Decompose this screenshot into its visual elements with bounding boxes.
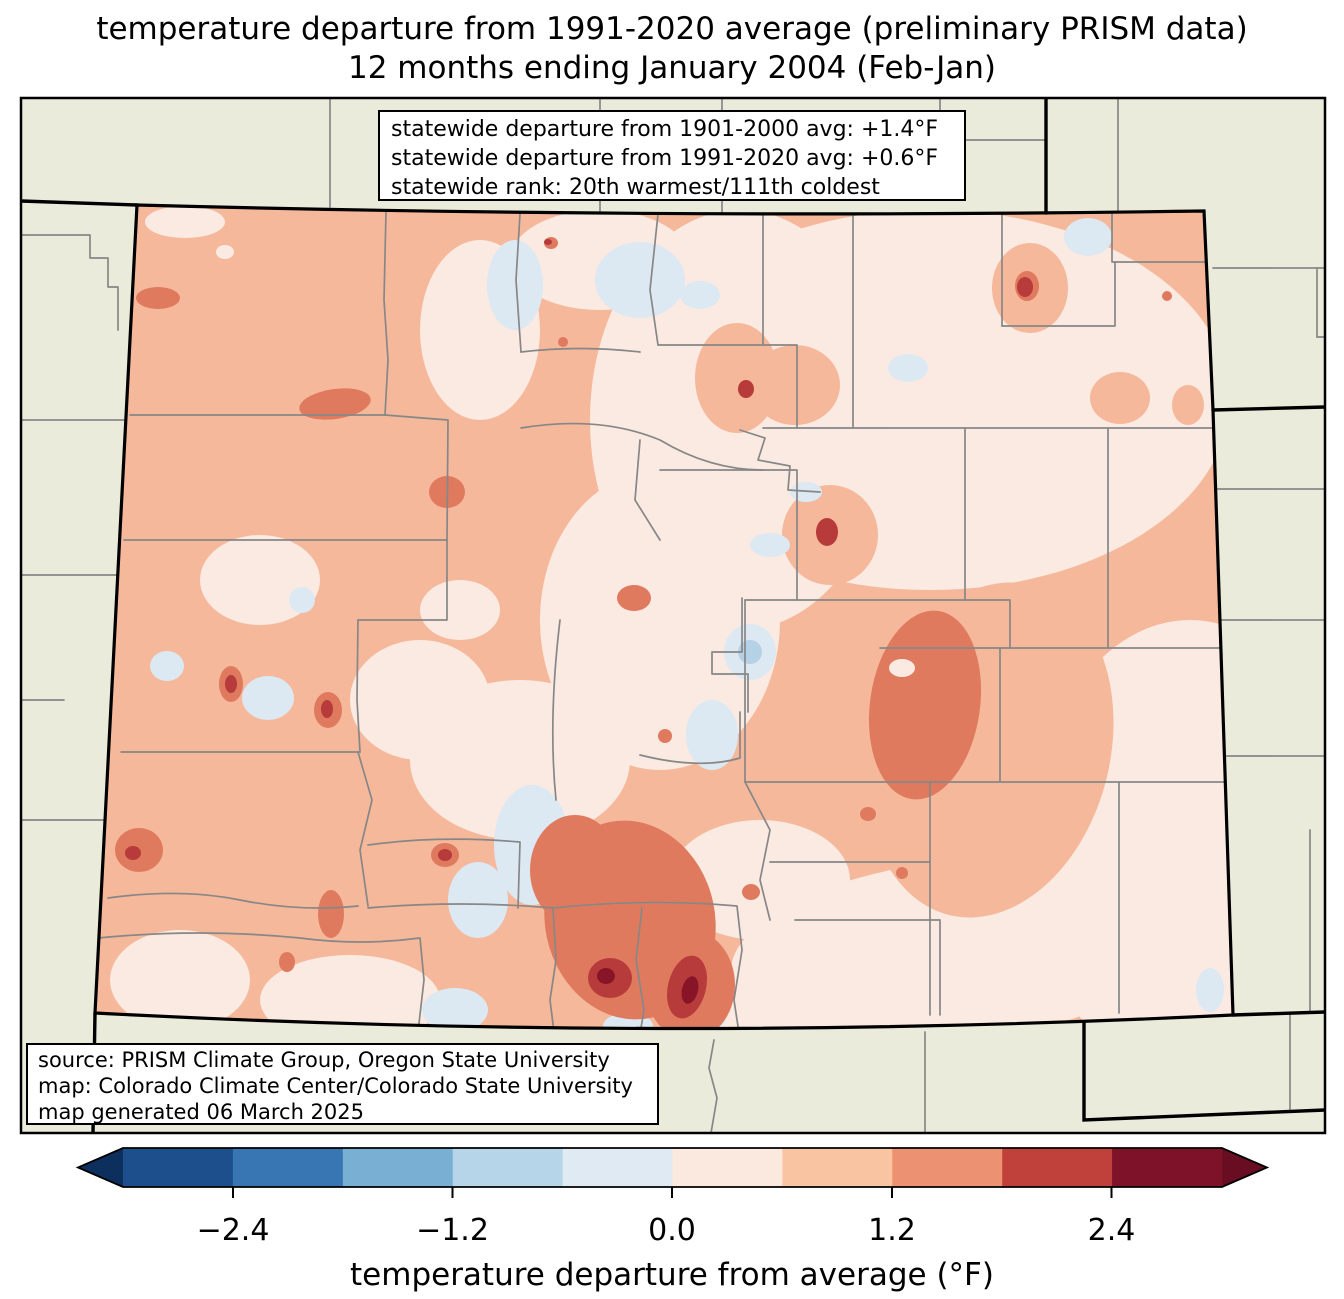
anomaly-neg06-0-patches [150, 218, 1224, 1029]
colorbar [78, 1148, 1267, 1187]
colorado-temperature-field [95, 205, 1233, 1029]
title-line-2: 12 months ending January 2004 (Feb-Jan) [347, 50, 996, 86]
figure-title: temperature departure from 1991-2020 ave… [0, 10, 1344, 88]
tick-label: 1.2 [868, 1213, 916, 1248]
source-line-2: map: Colorado Climate Center/Colorado St… [38, 1074, 633, 1098]
statewide-stats-box: statewide departure from 1901-2000 avg: … [378, 110, 966, 201]
colorbar-axis-label: temperature departure from average (°F) [350, 1257, 994, 1293]
tick-label: −1.2 [416, 1213, 489, 1248]
tick-label: 2.4 [1088, 1213, 1136, 1248]
source-line-1: source: PRISM Climate Group, Oregon Stat… [38, 1048, 610, 1072]
colorado-state-border [93, 203, 1235, 1031]
stats-line-2: statewide departure from 1991-2020 avg: … [391, 146, 939, 171]
colorbar-tick-labels: −2.4 −1.2 0.0 1.2 2.4 [197, 1213, 1136, 1248]
stats-line-3: statewide rank: 20th warmest/111th colde… [391, 175, 880, 200]
tick-label: −2.4 [197, 1213, 270, 1248]
title-line-1: temperature departure from 1991-2020 ave… [96, 11, 1248, 47]
anomaly-12-18-patches [115, 237, 1172, 1029]
neighbor-state-borders [21, 98, 1325, 1133]
colorbar-ticks [232, 1187, 1113, 1198]
colorbar-outline [75, 1147, 1270, 1188]
colorado-county-lines [97, 211, 1231, 1029]
plot-frame [19, 96, 1327, 1135]
tick-label: 0.0 [648, 1213, 696, 1248]
anomaly-0-06-patches [110, 206, 1233, 1029]
source-line-3: map generated 06 March 2025 [38, 1100, 365, 1124]
map-plot-area [21, 98, 1325, 1133]
anomaly-24-30-patches [597, 968, 699, 1004]
pale-dot-in-east-blob [889, 659, 915, 677]
stats-line-1: statewide departure from 1901-2000 avg: … [391, 117, 939, 142]
source-attribution-box: source: PRISM Climate Group, Oregon Stat… [26, 1043, 659, 1125]
